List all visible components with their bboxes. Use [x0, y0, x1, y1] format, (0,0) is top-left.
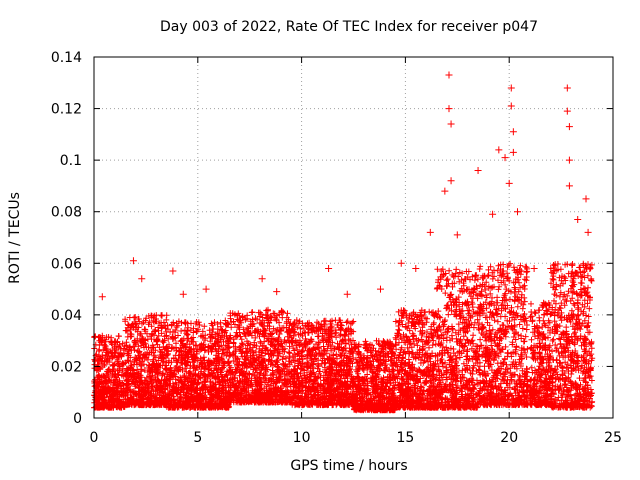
x-axis-label: GPS time / hours	[290, 458, 407, 474]
roti-point	[584, 228, 592, 236]
x-tick-label: 20	[500, 430, 518, 446]
y-tick-label: 0.1	[60, 153, 82, 169]
roti-point	[258, 275, 266, 283]
y-tick-label: 0.04	[51, 308, 82, 324]
roti-point	[325, 264, 333, 272]
roti-point	[474, 166, 482, 174]
roti-point	[507, 84, 515, 92]
roti-point	[445, 105, 453, 113]
roti-point	[343, 290, 351, 298]
roti-point	[505, 179, 513, 187]
roti-point	[412, 264, 420, 272]
axis-ticks	[93, 56, 614, 419]
roti-point	[563, 84, 571, 92]
roti-point	[202, 285, 210, 293]
roti-point	[509, 148, 517, 156]
chart-title: Day 003 of 2022, Rate Of TEC Index for r…	[160, 19, 538, 35]
roti-point	[495, 146, 503, 154]
roti-point	[489, 210, 497, 218]
roti-point	[98, 293, 106, 301]
roti-point	[447, 120, 455, 128]
y-axis-label: ROTI / TECUs	[7, 192, 23, 284]
roti-point	[169, 267, 177, 275]
roti-point	[397, 259, 405, 267]
roti-point	[565, 182, 573, 190]
axis-tick-labels: 0 5 10 15 20 25 0 0.02 0.04 0.06 0.08 0.1 0.12 0.14	[51, 50, 622, 446]
roti-point	[138, 275, 146, 283]
roti-point	[547, 264, 555, 272]
roti-point	[179, 290, 187, 298]
roti-point	[565, 156, 573, 164]
plot-frame	[93, 56, 614, 419]
roti-point	[273, 288, 281, 296]
x-tick-label: 10	[293, 430, 311, 446]
y-tick-label: 0.06	[51, 256, 82, 272]
y-tick-label: 0.12	[51, 102, 82, 118]
roti-point	[582, 195, 590, 203]
roti-point	[426, 228, 434, 236]
x-tick-label: 0	[90, 430, 99, 446]
roti-point	[509, 128, 517, 136]
y-tick-label: 0.08	[51, 205, 82, 221]
y-tick-label: 0.02	[51, 359, 82, 375]
roti-point	[530, 264, 538, 272]
roti-point	[565, 123, 573, 131]
roti-point	[129, 257, 137, 265]
roti-point	[574, 215, 582, 223]
data-points	[91, 71, 596, 414]
roti-point-cloud	[91, 260, 596, 414]
roti-point	[507, 102, 515, 110]
roti-point	[445, 71, 453, 79]
roti-point	[501, 154, 509, 162]
roti-point	[447, 177, 455, 185]
y-tick-label: 0	[73, 411, 82, 427]
roti-point	[514, 208, 522, 216]
y-tick-label: 0.14	[51, 50, 82, 66]
roti-point	[453, 231, 461, 239]
roti-point	[563, 107, 571, 115]
roti-point	[441, 187, 449, 195]
x-tick-label: 5	[193, 430, 202, 446]
x-tick-label: 25	[604, 430, 622, 446]
x-tick-label: 15	[396, 430, 414, 446]
roti-point	[376, 285, 384, 293]
